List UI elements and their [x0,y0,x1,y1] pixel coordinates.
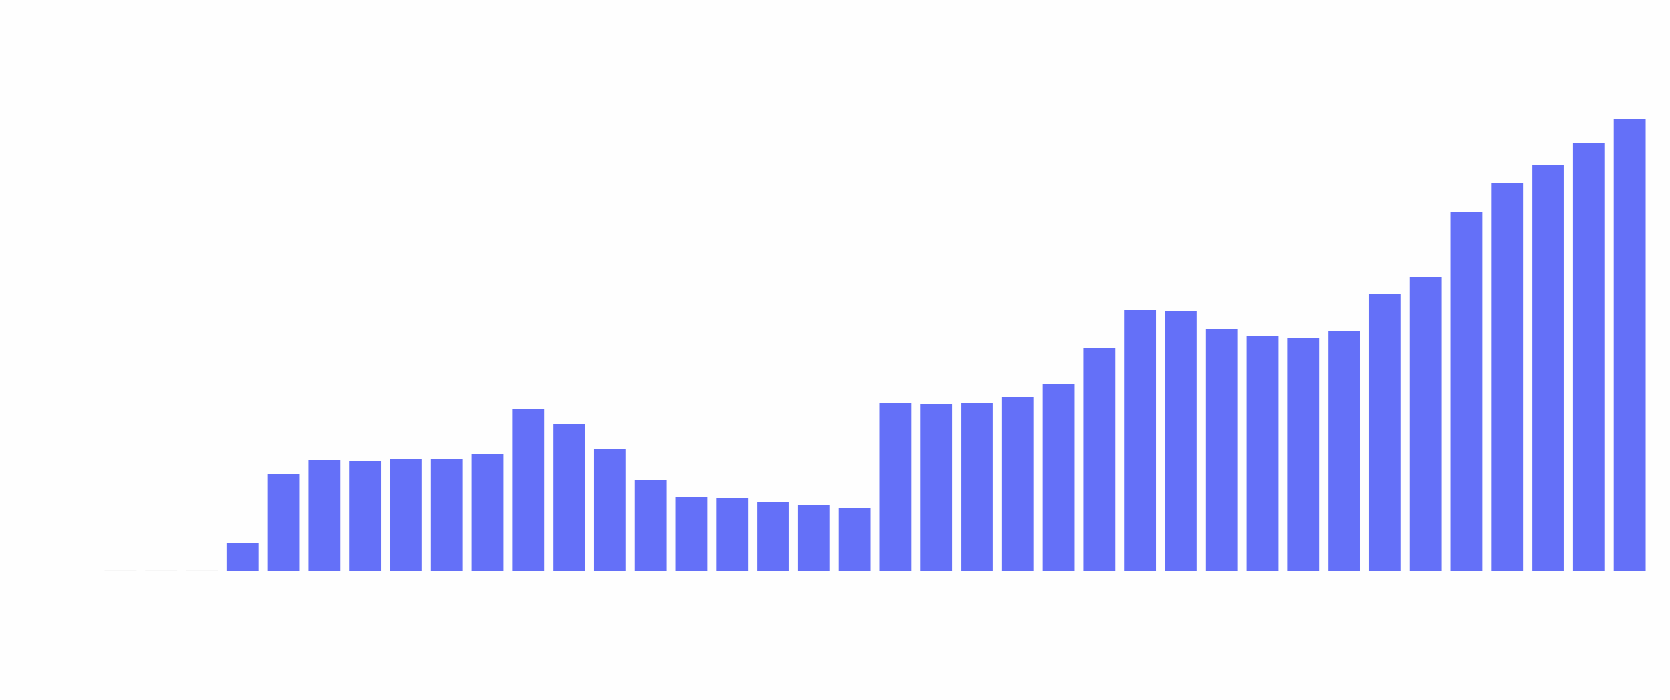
bar-24 [1042,384,1075,571]
bar-9 [430,459,463,571]
bar-27 [1165,311,1197,571]
bar-35 [1491,183,1524,571]
bar-16 [716,498,749,571]
bar-15 [675,497,708,571]
bar-33 [1409,277,1442,571]
bar-20 [879,403,912,571]
bar-5 [267,474,300,571]
bar-4 [226,543,259,571]
bar-38 [1613,119,1646,571]
bar-2 [145,570,178,571]
bar-11 [512,409,545,571]
bar-26 [1124,310,1157,571]
bar-29 [1246,336,1279,571]
bar-31 [1328,331,1360,571]
bar-3 [186,570,218,571]
bar-22 [961,403,993,571]
bar-6 [308,460,341,571]
bar-32 [1368,294,1401,571]
bar-8 [390,459,422,571]
bar-14 [634,480,667,571]
bars-group [104,119,1646,571]
bar-23 [1001,397,1034,571]
bar-30 [1287,338,1320,571]
bar-12 [553,424,585,571]
bar-19 [838,508,871,571]
bar-10 [471,454,504,571]
bar-36 [1532,165,1564,571]
bar-21 [920,404,953,571]
bar-34 [1450,212,1483,571]
bar-25 [1083,348,1116,571]
bar-37 [1572,143,1605,571]
bar-13 [593,449,626,571]
bar-1 [104,570,137,571]
bar-28 [1205,329,1238,571]
bar-18 [797,505,830,571]
bar-7 [349,461,382,571]
bar-17 [757,502,789,571]
